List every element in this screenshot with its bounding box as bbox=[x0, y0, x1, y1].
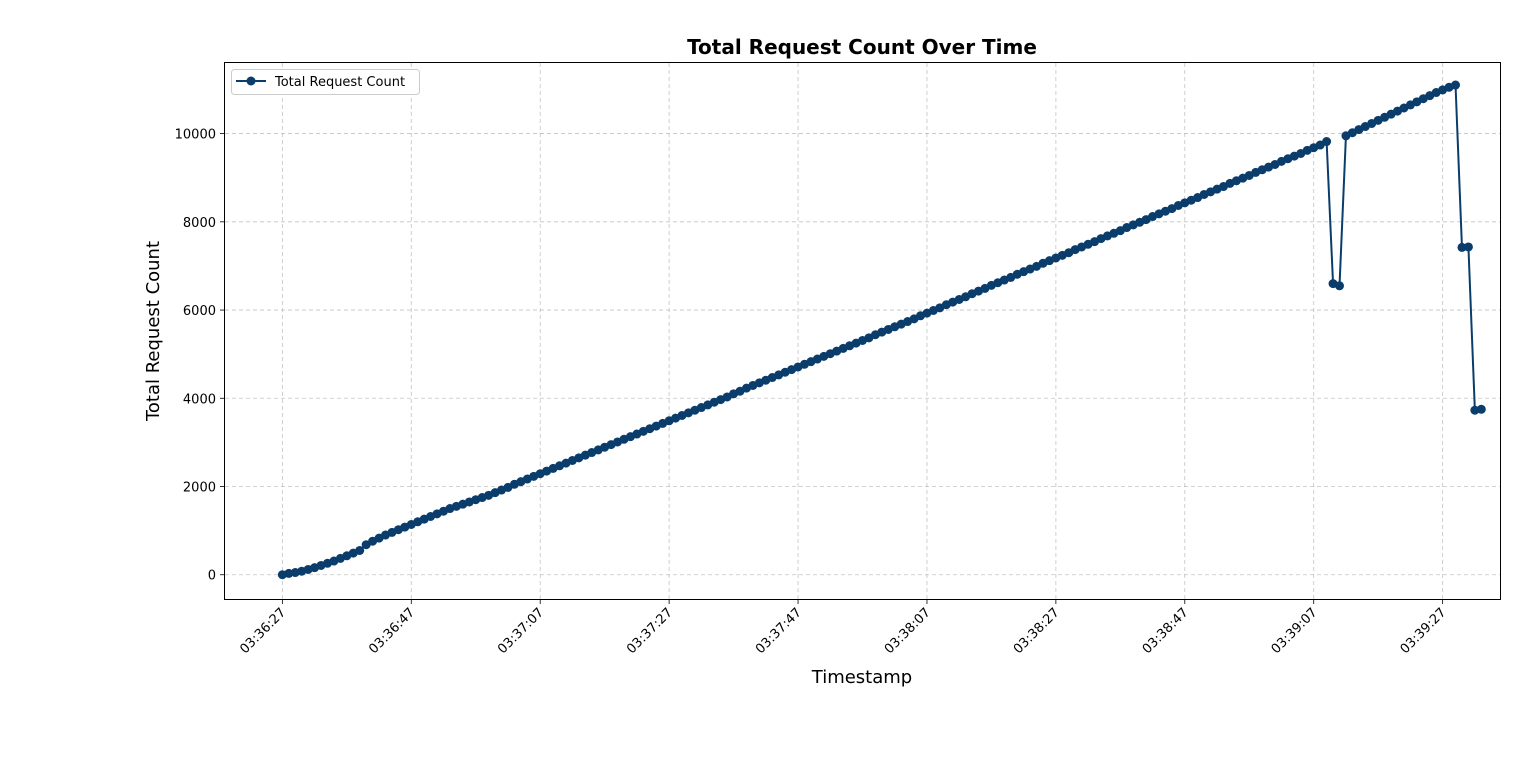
chart-title: Total Request Count Over Time bbox=[687, 35, 1037, 59]
data-point bbox=[1463, 242, 1473, 252]
x-tick-label: 03:37:27 bbox=[624, 605, 676, 657]
data-point bbox=[1335, 281, 1344, 291]
legend-marker bbox=[246, 76, 256, 86]
grid bbox=[225, 63, 1500, 599]
data-point bbox=[1322, 137, 1332, 147]
x-tick-label: 03:38:27 bbox=[1011, 605, 1063, 657]
y-tick-label: 2000 bbox=[183, 481, 216, 496]
x-axis-label: Timestamp bbox=[811, 667, 912, 688]
data-point bbox=[1451, 80, 1461, 90]
plot-frame bbox=[224, 62, 1501, 600]
y-tick-label: 8000 bbox=[183, 216, 216, 231]
legend-box bbox=[231, 69, 420, 95]
x-tick-label: 03:36:27 bbox=[237, 605, 289, 657]
data-point bbox=[1476, 404, 1486, 414]
series-layer bbox=[277, 80, 1486, 580]
y-axis-label: Total Request Count bbox=[143, 241, 164, 422]
y-tick-label: 10000 bbox=[175, 128, 216, 143]
x-tick-label: 03:39:07 bbox=[1269, 605, 1321, 657]
y-tick-label: 0 bbox=[208, 569, 216, 584]
legend-label: Total Request Count bbox=[274, 75, 405, 90]
x-tick-label: 03:38:07 bbox=[882, 605, 934, 657]
x-tick-label: 03:37:07 bbox=[495, 605, 547, 657]
x-tick-label: 03:38:47 bbox=[1140, 605, 1192, 657]
y-axis-ticks: 0 2000 4000 6000 8000 10000 bbox=[175, 128, 225, 584]
legend: Total Request Count bbox=[231, 69, 420, 95]
data-point bbox=[1457, 242, 1467, 252]
x-tick-label: 03:37:47 bbox=[753, 605, 805, 657]
x-tick-label: 03:36:47 bbox=[366, 605, 418, 657]
y-tick-label: 4000 bbox=[183, 392, 216, 407]
x-tick-label: 03:39:27 bbox=[1398, 605, 1450, 657]
y-tick-label: 6000 bbox=[183, 304, 216, 319]
x-axis-ticks: 03:36:27 03:36:47 03:37:07 03:37:27 03:37:47… bbox=[237, 599, 1449, 657]
data-point bbox=[355, 545, 365, 555]
